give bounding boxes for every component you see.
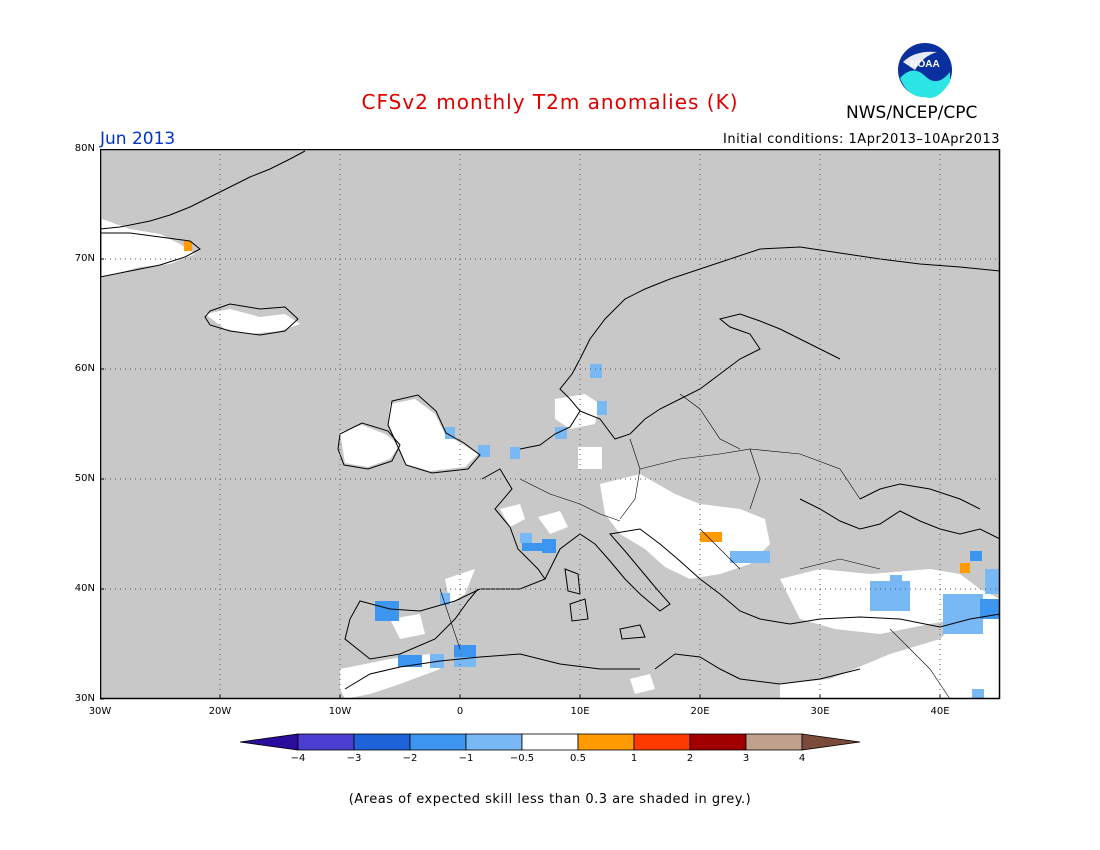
lat-label: 60N — [74, 363, 95, 374]
colorbar-swatch — [353, 733, 411, 751]
colorbar-label: 4 — [798, 753, 806, 764]
colorbar-label: −1 — [458, 753, 474, 764]
lon-label: 30E — [810, 706, 830, 717]
colorbar-swatch — [465, 733, 523, 751]
agency-label: NWS/NCEP/CPC — [846, 103, 978, 123]
lon-label: 10W — [328, 706, 352, 717]
colorbar-label: −4 — [290, 753, 306, 764]
lon-label: 20E — [690, 706, 710, 717]
anomaly-map — [100, 149, 1001, 700]
colorbar-label: −2 — [402, 753, 418, 764]
lon-label: 0 — [456, 706, 464, 717]
colorbar — [239, 733, 861, 751]
cold-anomaly-cells — [375, 364, 1000, 699]
map-frame — [100, 149, 1001, 700]
lon-label: 20W — [208, 706, 232, 717]
noaa-logo: NOAA — [898, 43, 952, 98]
colorbar-swatch — [689, 733, 747, 751]
colorbar-swatch — [521, 733, 579, 751]
colorbar-label: −0.5 — [509, 753, 535, 764]
colorbar-swatch — [297, 733, 355, 751]
colorbar-label: 0.5 — [570, 753, 586, 764]
lon-label: 10E — [570, 706, 590, 717]
colorbar-swatch — [409, 733, 467, 751]
lat-label: 70N — [74, 253, 95, 264]
lat-label: 50N — [74, 473, 95, 484]
lon-label: 40E — [930, 706, 950, 717]
colorbar-swatch — [745, 733, 803, 751]
colorbar-arrow-low — [239, 733, 299, 751]
lat-label: 30N — [74, 693, 95, 704]
colorbar-swatch — [577, 733, 635, 751]
chart-title: CFSv2 monthly T2m anomalies (K) — [361, 90, 739, 114]
noaa-logo-text: NOAA — [910, 59, 939, 70]
initial-conditions: Initial conditions: 1Apr2013–10Apr2013 — [723, 132, 1000, 147]
colorbar-label: 1 — [630, 753, 638, 764]
colorbar-label: 3 — [742, 753, 750, 764]
colorbar-arrow-high — [801, 733, 861, 751]
colorbar-swatch — [633, 733, 691, 751]
skill-footnote: (Areas of expected skill less than 0.3 a… — [348, 792, 752, 807]
lat-label: 40N — [74, 583, 95, 594]
lat-label: 80N — [74, 143, 95, 154]
forecast-month: Jun 2013 — [100, 129, 176, 149]
warm-anomaly-cells — [184, 241, 970, 573]
lon-label: 30W — [88, 706, 112, 717]
graticule — [100, 149, 1000, 699]
colorbar-label: −3 — [346, 753, 362, 764]
colorbar-label: 2 — [686, 753, 694, 764]
